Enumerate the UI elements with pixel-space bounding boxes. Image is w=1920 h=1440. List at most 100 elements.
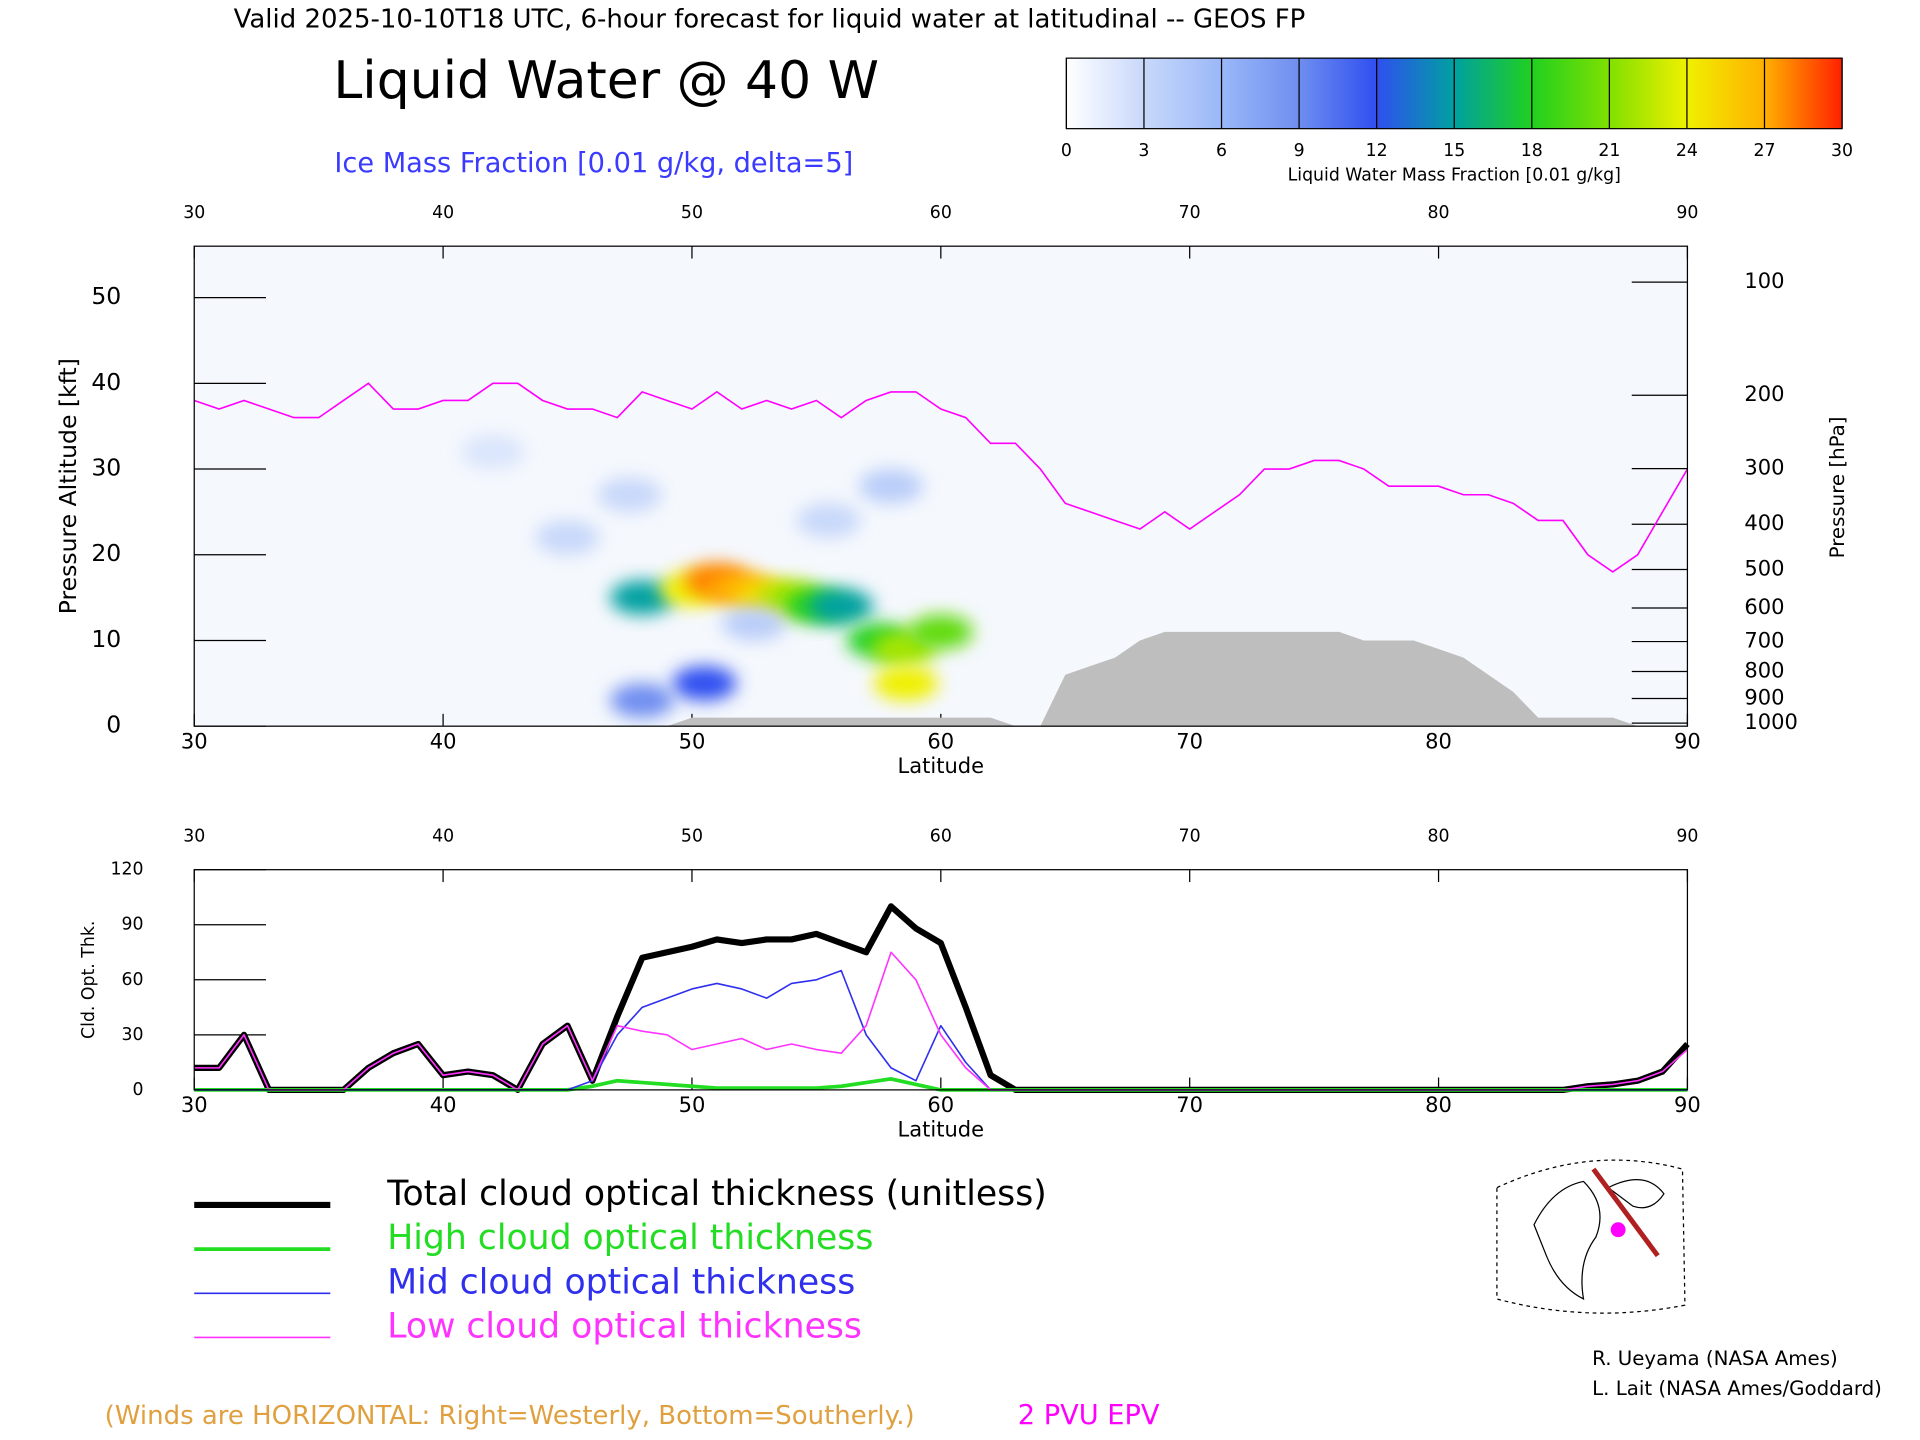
y2-tick-label: 1000: [1744, 709, 1797, 734]
y-tick-label: 90: [121, 915, 143, 935]
credit: L. Lait (NASA Ames/Goddard): [1592, 1377, 1882, 1400]
legend-label: 2 PVU EPV: [1018, 1400, 1160, 1431]
x-tick-label-top: 60: [930, 826, 952, 846]
series-line: [194, 951, 1688, 1091]
x-tick-label-top: 70: [1179, 203, 1201, 223]
colorbar-tick-label: 21: [1598, 141, 1620, 161]
legend-label: Low cloud optical thickness: [387, 1307, 862, 1347]
x-tick-label-top: 40: [432, 826, 454, 846]
subtitle: Ice Mass Fraction [0.01 g/kg, delta=5]: [334, 148, 853, 179]
liquid-water-cell: [610, 580, 675, 615]
legend-label: Mid cloud optical thickness: [387, 1262, 855, 1302]
liquid-water-cell: [672, 666, 737, 701]
y-tick-label: 40: [91, 368, 121, 396]
liquid-water-cell: [796, 503, 861, 538]
x-tick-label-top: 30: [183, 826, 205, 846]
plot-frame: [193, 245, 1689, 727]
x-tick-label: 30: [181, 1092, 208, 1117]
colorbar-tick-label: 24: [1676, 141, 1698, 161]
heatmap-layer: [194, 382, 1688, 727]
y-tick-label: 20: [91, 539, 121, 567]
y-tick-label: 60: [121, 970, 143, 990]
colorbar-tick-label: 18: [1521, 141, 1543, 161]
epv-line: [194, 382, 1688, 573]
x-tick-label: 50: [679, 1092, 706, 1117]
y2-tick-label: 600: [1744, 594, 1784, 619]
plot-background: [194, 246, 1688, 727]
x-tick-label-top: 90: [1676, 826, 1698, 846]
plot-frame: [193, 869, 1689, 1091]
liquid-water-cell: [535, 520, 600, 555]
liquid-water-cell: [460, 434, 526, 470]
colorbar-tick-label: 0: [1061, 141, 1072, 161]
liquid-water-cell: [597, 477, 662, 513]
map-inset: [1496, 1159, 1686, 1314]
credit: R. Ueyama (NASA Ames): [1592, 1347, 1838, 1370]
y2-tick-label: 500: [1744, 556, 1784, 581]
colorbar-tick-label: 27: [1753, 141, 1775, 161]
y2-tick-label: 400: [1744, 510, 1784, 535]
y2-tick-label: 800: [1744, 657, 1784, 682]
y2-tick-label: 200: [1744, 381, 1784, 406]
x-tick-label-top: 80: [1428, 203, 1450, 223]
liquid-water-cell: [722, 606, 787, 641]
x-tick-label-top: 60: [930, 203, 952, 223]
x-tick-label: 60: [927, 1092, 954, 1117]
y-tick-label: 30: [121, 1025, 143, 1045]
y-tick-label: 10: [91, 625, 121, 653]
terrain-area: [194, 631, 1688, 727]
y-tick-label: 0: [106, 711, 121, 739]
series-line: [194, 903, 1690, 1093]
y-tick-label: 120: [110, 860, 143, 880]
annotation: (Winds are HORIZONTAL: Right=Westerly, B…: [105, 1401, 915, 1431]
x-tick-label: 70: [1176, 728, 1203, 753]
y2-tick-label: 100: [1744, 268, 1784, 293]
legend-label: Total cloud optical thickness (unitless): [386, 1174, 1047, 1214]
x-tick-label: 60: [927, 728, 954, 753]
x-tick-label: 50: [679, 728, 706, 753]
x-tick-label: 70: [1176, 1092, 1203, 1117]
y2-axis-label: Pressure [hPa]: [1826, 416, 1849, 558]
x-tick-label: 80: [1425, 728, 1452, 753]
y-tick-label: 30: [91, 454, 121, 482]
y-axis-label: Pressure Altitude [kft]: [54, 358, 82, 614]
x-tick-label: 40: [430, 1092, 457, 1117]
page-title: Valid 2025-10-10T18 UTC, 6-hour forecast…: [234, 4, 1306, 34]
colorbar-tick-label: 15: [1443, 141, 1465, 161]
x-tick-label-top: 70: [1179, 826, 1201, 846]
liquid-water-cell: [873, 666, 939, 701]
liquid-water-cell: [809, 588, 874, 624]
x-tick-label: 80: [1425, 1092, 1452, 1117]
colorbar-tick-label: 6: [1216, 141, 1227, 161]
liquid-water-cell: [858, 468, 924, 504]
chart-title: Liquid Water @ 40 W: [333, 51, 879, 111]
x-tick-label: 40: [430, 728, 457, 753]
x-tick-label-top: 80: [1428, 826, 1450, 846]
x-tick-label-top: 30: [183, 203, 205, 223]
y2-tick-label: 700: [1744, 628, 1784, 653]
y2-tick-label: 300: [1744, 455, 1784, 480]
colorbar-label: Liquid Water Mass Fraction [0.01 g/kg]: [1288, 166, 1621, 186]
liquid-water-cell: [908, 614, 973, 650]
y-axis-label: Cld. Opt. Thk.: [79, 921, 99, 1039]
liquid-water-cell: [610, 683, 675, 718]
colorbar-tick-label: 30: [1831, 141, 1853, 161]
x-tick-label: 90: [1674, 1092, 1701, 1117]
y-tick-label: 0: [132, 1080, 143, 1100]
x-axis-label: Latitude: [898, 753, 985, 778]
x-tick-label-top: 40: [432, 203, 454, 223]
x-tick-label-top: 50: [681, 203, 703, 223]
y2-tick-label: 900: [1744, 684, 1784, 709]
x-tick-label-top: 90: [1676, 203, 1698, 223]
colorbar-tick-label: 9: [1294, 141, 1305, 161]
x-axis-label: Latitude: [898, 1117, 985, 1142]
series-line: [194, 969, 1688, 1091]
colorbar-tick-label: 3: [1138, 141, 1149, 161]
x-tick-label: 90: [1674, 728, 1701, 753]
legend-label: High cloud optical thickness: [387, 1218, 873, 1258]
y-tick-label: 50: [91, 282, 121, 310]
x-tick-label: 30: [181, 728, 208, 753]
colorbar-tick-label: 12: [1366, 141, 1388, 161]
